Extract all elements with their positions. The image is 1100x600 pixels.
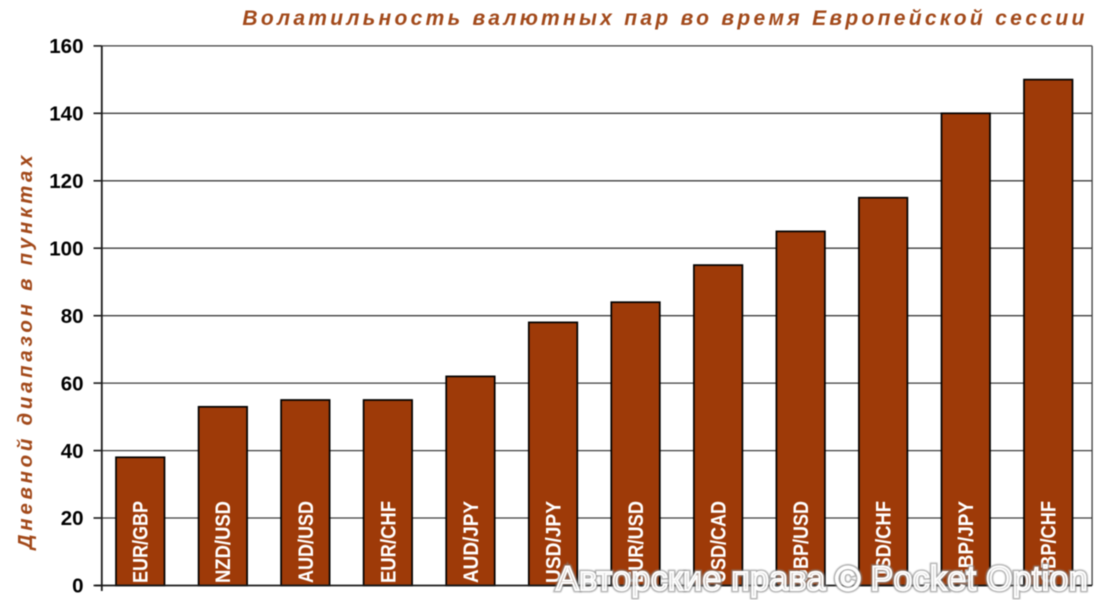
svg-text:0: 0: [72, 575, 83, 598]
svg-text:USD/JPY: USD/JPY: [542, 501, 565, 583]
svg-text:NZD/USD: NZD/USD: [212, 501, 235, 583]
svg-text:USD/CHF: USD/CHF: [873, 501, 896, 583]
svg-text:40: 40: [61, 440, 84, 463]
svg-text:140: 140: [49, 103, 83, 126]
svg-text:Авторские права © Pocket Optio: Авторские права © Pocket Option: [556, 560, 1088, 598]
svg-text:GBP/USD: GBP/USD: [790, 501, 813, 583]
svg-text:20: 20: [61, 507, 84, 530]
svg-text:120: 120: [49, 170, 83, 193]
svg-text:Авторские права © Pocket Optio: Авторские права © Pocket Option: [556, 560, 1088, 598]
svg-text:EUR/GBP: EUR/GBP: [130, 501, 153, 583]
svg-text:100: 100: [49, 237, 83, 260]
svg-text:USD/CAD: USD/CAD: [708, 501, 731, 583]
svg-text:AUD/USD: AUD/USD: [295, 501, 318, 583]
svg-text:GBP/CHF: GBP/CHF: [1038, 501, 1061, 583]
svg-text:160: 160: [49, 35, 83, 58]
svg-text:AUD/JPY: AUD/JPY: [460, 501, 483, 583]
svg-text:GBP/JPY: GBP/JPY: [955, 501, 978, 583]
svg-text:Дневной диапазон в пунктах: Дневной диапазон в пунктах: [14, 152, 37, 551]
svg-text:60: 60: [61, 372, 84, 395]
svg-text:EUR/USD: EUR/USD: [625, 501, 648, 583]
svg-text:80: 80: [61, 305, 84, 328]
svg-text:EUR/CHF: EUR/CHF: [377, 501, 400, 583]
svg-text:Волатильность валютных пар во: Волатильность валютных пар во время Евро…: [242, 7, 1087, 30]
